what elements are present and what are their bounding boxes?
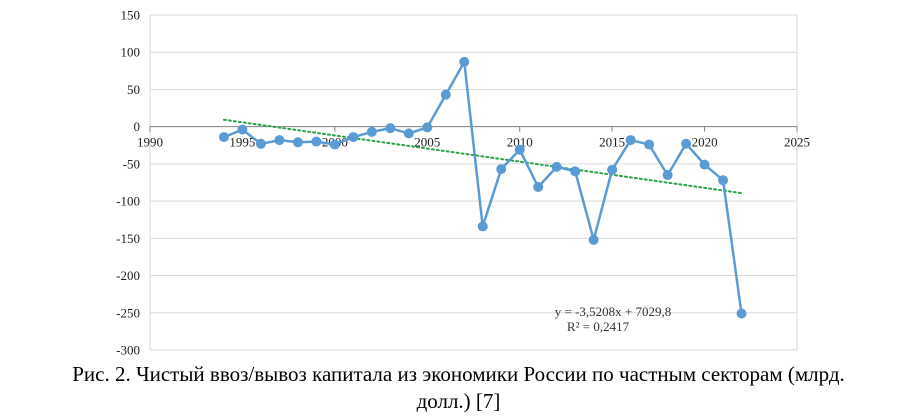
y-tick-label: 150 bbox=[121, 8, 141, 23]
data-point bbox=[699, 159, 710, 170]
y-tick-labels: 150 100 50 0 -50 -100 -150 -200 -250 -300 bbox=[116, 8, 140, 358]
x-tick-label: 2015 bbox=[599, 135, 625, 150]
y-tick-label: 100 bbox=[121, 45, 141, 60]
data-point bbox=[459, 56, 470, 67]
data-point bbox=[348, 132, 359, 143]
data-point bbox=[588, 234, 599, 245]
data-point bbox=[625, 135, 636, 146]
data-point bbox=[422, 122, 433, 133]
data-point bbox=[366, 126, 377, 137]
data-point bbox=[607, 164, 618, 175]
data-series bbox=[218, 56, 747, 319]
data-point bbox=[255, 138, 266, 149]
data-point bbox=[329, 139, 340, 150]
x-tick-labels: 19901995200020052010201520202025 bbox=[137, 135, 810, 150]
data-point bbox=[551, 161, 562, 172]
trendline-line bbox=[222, 118, 743, 195]
figure-caption-line-2: долл.) [7] bbox=[416, 389, 501, 413]
trendline-r-squared-text: R² = 0,2417 bbox=[567, 319, 630, 334]
x-tick-label: 2010 bbox=[507, 135, 533, 150]
y-tick-label: 0 bbox=[134, 119, 141, 134]
data-point bbox=[274, 135, 285, 146]
figure-caption-line-1: Рис. 2. Чистый ввоз/вывоз капитала из эк… bbox=[72, 362, 845, 386]
data-point bbox=[496, 164, 507, 175]
data-point bbox=[292, 137, 303, 148]
data-point bbox=[533, 181, 544, 192]
y-tick-label: -150 bbox=[116, 231, 140, 246]
data-point bbox=[403, 128, 414, 139]
data-point bbox=[311, 136, 322, 147]
y-tick-label: -300 bbox=[116, 343, 140, 358]
grid-lines bbox=[149, 14, 798, 351]
data-point bbox=[237, 124, 248, 135]
x-tick-label: 1995 bbox=[229, 135, 255, 150]
data-point bbox=[440, 89, 451, 100]
y-tick-label: -200 bbox=[116, 268, 140, 283]
y-tick-label: -250 bbox=[116, 305, 140, 320]
data-point bbox=[718, 175, 729, 186]
x-tick-label: 2020 bbox=[692, 135, 718, 150]
data-point bbox=[662, 170, 673, 181]
data-point bbox=[681, 138, 692, 149]
x-tick-label: 2005 bbox=[414, 135, 440, 150]
data-point bbox=[644, 139, 655, 150]
data-point bbox=[477, 221, 488, 232]
x-tick-label: 1990 bbox=[137, 135, 163, 150]
data-point bbox=[514, 144, 525, 155]
trendline-equation: y = -3,5208x + 7029,8 R² = 0,2417 bbox=[555, 304, 672, 334]
y-tick-label: 50 bbox=[127, 82, 140, 97]
y-tick-label: -100 bbox=[116, 194, 140, 209]
x-tick-label: 2025 bbox=[784, 135, 810, 150]
data-point bbox=[218, 132, 229, 143]
data-point bbox=[570, 166, 581, 177]
data-point bbox=[385, 123, 396, 134]
chart: 150 100 50 0 -50 -100 -150 -200 -250 -300 1990 199… bbox=[116, 8, 810, 358]
trendline-equation-text: y = -3,5208x + 7029,8 bbox=[555, 304, 672, 319]
y-tick-label: -50 bbox=[123, 156, 140, 171]
data-point bbox=[736, 308, 747, 319]
trendline bbox=[222, 118, 743, 195]
